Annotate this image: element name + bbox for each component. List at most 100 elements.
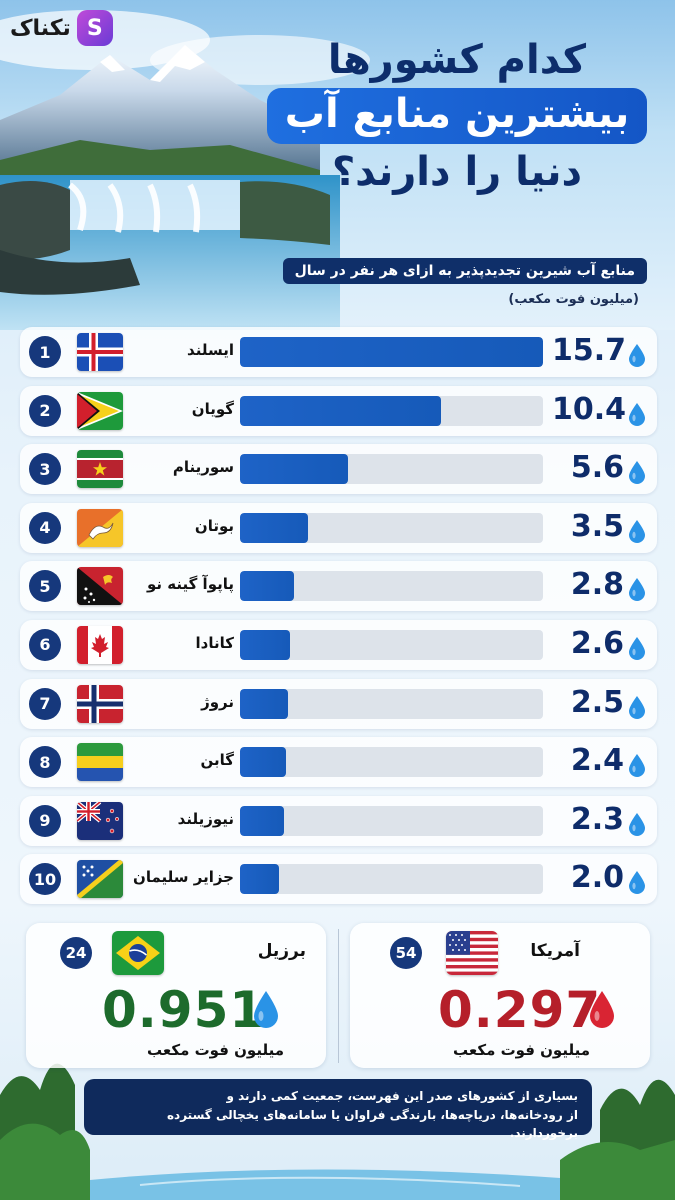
value-label: 10.4 — [552, 391, 627, 427]
water-drop-icon — [629, 519, 645, 543]
brazil-card: 24 برزیل 0.951 میلیون فوت مکعب — [26, 923, 326, 1068]
rank-badge: 1 — [29, 336, 61, 368]
water-drop-icon — [629, 578, 645, 602]
red-water-drop-icon — [590, 991, 614, 1028]
comparison-panel: 24 برزیل 0.951 میلیون فوت مکعب 54 آمریکا… — [26, 923, 650, 1071]
bar-track — [240, 805, 543, 836]
chart-subtitle: منابع آب شیرین تجدیدپذیر به ازای هر نفر … — [282, 258, 647, 284]
title-line-3: دنیا را دارند؟ — [331, 149, 583, 195]
bar-track — [240, 747, 543, 778]
value-label: 15.7 — [552, 333, 627, 368]
bar — [240, 454, 348, 485]
ranking-chart: 1 ایسلند 15.7 2 گویان 10.4 3 سورینام 5.6 4 بوتان 3.… — [20, 327, 657, 913]
usa-rank-badge: 54 — [390, 937, 422, 969]
value-label: 2.3 — [570, 801, 624, 837]
bar-track — [240, 571, 543, 602]
rank-badge: 6 — [29, 628, 61, 661]
usa-flag-icon — [446, 931, 498, 975]
ranking-row: 8 گابن 2.4 — [20, 737, 657, 788]
bar-track — [240, 512, 543, 543]
water-drop-icon — [629, 871, 645, 895]
brand-mark-icon: S — [76, 10, 113, 46]
ranking-row: 5 پاپوآ گینه نو 2.8 — [20, 561, 657, 612]
ranking-row: 2 گویان 10.4 — [20, 385, 657, 436]
brazil-rank-badge: 24 — [60, 937, 92, 969]
bar — [240, 688, 288, 719]
country-name: جزایر سلیمان — [133, 868, 234, 887]
bhutan-flag-icon — [77, 508, 123, 547]
footnote: بسیاری از کشورهای صدر این فهرست، جمعیت ک… — [84, 1079, 592, 1140]
brazil-unit: میلیون فوت مکعب — [147, 1041, 284, 1059]
country-name: گابن — [200, 751, 235, 770]
bar-track — [240, 629, 543, 660]
value-label: 3.5 — [570, 508, 624, 544]
footnote-line-2: از رودخانه‌ها، دریاچه‌ها، بارندگی فراوان… — [166, 1107, 578, 1141]
rank-badge: 2 — [29, 394, 61, 427]
guyana-flag-icon — [77, 391, 123, 430]
title-line-1: کدام کشورها — [327, 37, 587, 83]
papua-new-guinea-flag-icon — [77, 567, 123, 606]
rank-badge: 5 — [29, 570, 61, 603]
bar-track — [240, 337, 543, 367]
bar-track — [240, 454, 543, 485]
water-drop-icon — [629, 754, 645, 778]
comparison-divider — [338, 929, 339, 1063]
footnote-line-1: بسیاری از کشورهای صدر این فهرست، جمعیت ک… — [226, 1089, 578, 1103]
bar — [240, 864, 279, 895]
rank-badge: 3 — [29, 453, 61, 486]
ranking-row: 7 نروژ 2.5 — [20, 678, 657, 729]
value-label: 2.8 — [570, 567, 624, 603]
country-name: سورینام — [172, 458, 234, 477]
bar — [240, 337, 543, 367]
value-label: 2.4 — [570, 743, 624, 779]
new-zealand-flag-icon — [77, 801, 123, 840]
bar — [240, 805, 284, 836]
water-drop-icon — [629, 402, 645, 426]
usa-name: آمریکا — [530, 941, 580, 961]
bar-track — [240, 395, 543, 426]
norway-flag-icon — [77, 684, 123, 723]
title-line-2: بیشترین منابع آب — [266, 88, 648, 144]
chart-unit-label: (میلیون فوت مکعب) — [508, 292, 639, 307]
ranking-row: 1 ایسلند 15.7 — [20, 327, 657, 377]
rank-badge: 7 — [29, 687, 61, 720]
water-drop-icon — [254, 991, 278, 1028]
brand-name: تکناک — [10, 15, 71, 41]
country-name: بوتان — [194, 516, 234, 535]
usa-value: 0.297 — [438, 981, 602, 1039]
ranking-row: 9 نیوزیلند 2.3 — [20, 795, 657, 846]
iceland-flag-icon — [77, 333, 123, 371]
suriname-flag-icon — [77, 450, 123, 489]
value-label: 5.6 — [570, 450, 624, 486]
rank-badge: 4 — [29, 511, 61, 544]
solomon-islands-flag-icon — [77, 860, 123, 899]
country-name: نروژ — [201, 692, 234, 711]
water-drop-icon — [629, 461, 645, 485]
header-landscape-image — [0, 0, 675, 330]
rank-badge: 8 — [29, 746, 61, 779]
bar-track — [240, 688, 543, 719]
brazil-name: برزیل — [257, 941, 306, 961]
bar — [240, 629, 290, 660]
usa-card: 54 آمریکا 0.297 میلیون فوت مکعب — [350, 923, 650, 1068]
country-name: ایسلند — [187, 341, 234, 359]
value-label: 2.0 — [570, 860, 624, 896]
water-drop-icon — [629, 695, 645, 719]
ranking-row: 10 جزایر سلیمان 2.0 — [20, 854, 657, 905]
ranking-row: 6 کانادا 2.6 — [20, 619, 657, 670]
bar — [240, 395, 441, 426]
water-drop-icon — [629, 812, 645, 836]
country-name: نیوزیلند — [177, 809, 234, 828]
bar — [240, 747, 286, 778]
country-name: پاپوآ گینه نو — [147, 575, 234, 594]
value-label: 2.6 — [570, 625, 624, 661]
water-drop-icon — [629, 636, 645, 660]
ranking-row: 4 بوتان 3.5 — [20, 502, 657, 553]
gabon-flag-icon — [77, 743, 123, 782]
ranking-row: 3 سورینام 5.6 — [20, 444, 657, 495]
value-label: 2.5 — [570, 684, 624, 720]
bar-track — [240, 864, 543, 895]
country-name: کانادا — [195, 633, 234, 652]
brand-logo: تکناک S — [10, 10, 113, 46]
brazil-value: 0.951 — [102, 981, 266, 1039]
